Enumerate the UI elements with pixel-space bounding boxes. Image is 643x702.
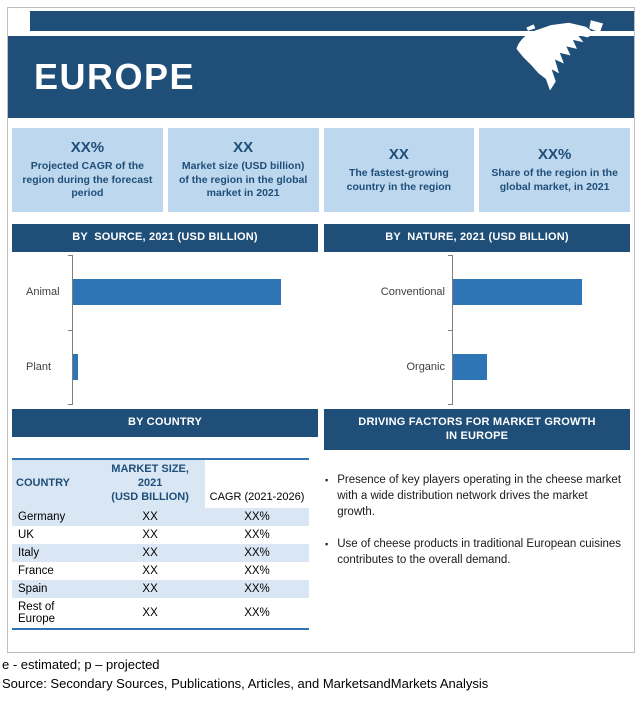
axis-tick: [68, 329, 73, 331]
cell-cagr: XX%: [244, 546, 270, 559]
bar-row: [453, 330, 630, 405]
stat-label: Projected CAGR of the region during the …: [22, 160, 153, 200]
charts-row: Animal Plant Conventional: [8, 254, 634, 405]
category-label-conventional: Conventional: [380, 286, 445, 299]
bottom-row: COUNTRY MARKET SIZE, 2021 (USD BILLION) …: [8, 458, 634, 630]
axis-tick: [68, 403, 73, 405]
footer: e - estimated; p – projected Source: Sec…: [2, 656, 641, 694]
table-row: Rest of Europe XX XX%: [12, 598, 309, 629]
by-nature-title: BY NATURE, 2021 (USD BILLION): [324, 224, 630, 252]
cell-country: Spain: [18, 582, 48, 595]
driving-factor-item: ▪ Presence of key players operating in t…: [325, 472, 622, 520]
organic-bar: [453, 354, 487, 381]
table-row: France XX XX%: [12, 562, 309, 580]
driving-factors-list: ▪ Presence of key players operating in t…: [315, 458, 630, 629]
cell-country: Germany: [18, 510, 66, 523]
bar-row: [73, 330, 318, 405]
footnote-estimated-projected: e - estimated; p – projected: [2, 657, 160, 672]
section-titles-row-2: BY COUNTRY DRIVING FACTORS FOR MARKET GR…: [8, 408, 634, 451]
by-country-title: BY COUNTRY: [12, 408, 318, 437]
bullet-icon: ▪: [325, 538, 329, 549]
cell-cagr: XX%: [244, 510, 270, 523]
column-header-country: COUNTRY: [12, 459, 96, 508]
driving-factor-text: Presence of key players operating in the…: [337, 474, 622, 519]
cell-market-size: XX: [142, 510, 158, 523]
category-label-animal: Animal: [26, 286, 60, 299]
cell-country: UK: [18, 528, 34, 541]
cell-country: Italy: [18, 546, 40, 559]
stat-label: Share of the region in the global market…: [491, 166, 618, 193]
axis-tick: [448, 254, 453, 256]
north-america-map-icon: [510, 12, 608, 102]
stat-box-market-size: XX Market size (USD billion) of the regi…: [167, 128, 319, 212]
cell-cagr: XX%: [244, 606, 270, 619]
conventional-bar: [453, 279, 583, 306]
axis-tick: [68, 254, 73, 256]
page-title: EUROPE: [34, 56, 196, 97]
bar-row: [453, 255, 630, 330]
by-source-plot-area: [68, 254, 318, 405]
stat-label: The fastest-growing country in the regio…: [346, 166, 452, 193]
header: EUROPE: [8, 8, 634, 120]
cell-market-size: XX: [142, 606, 158, 619]
by-source-title: BY SOURCE, 2021 (USD BILLION): [12, 224, 318, 252]
stat-box-share: XX% Share of the region in the global ma…: [479, 128, 630, 212]
stat-value: XX: [233, 139, 254, 157]
stat-boxes: XX% Projected CAGR of the region during …: [12, 128, 630, 212]
category-label-organic: Organic: [406, 361, 445, 374]
axis-tick: [448, 329, 453, 331]
stat-box-cagr: XX% Projected CAGR of the region during …: [12, 128, 163, 212]
bullet-icon: ▪: [325, 475, 329, 486]
plant-bar: [73, 354, 78, 381]
source-note: Source: Secondary Sources, Publications,…: [2, 675, 489, 691]
table-row: UK XX XX%: [12, 526, 309, 544]
slide-panel: EUROPE XX% Projected CAGR of the region …: [7, 7, 635, 653]
stat-box-fastest-country: XX The fastest-growing country in the re…: [323, 128, 475, 212]
cell-cagr: XX%: [244, 528, 270, 541]
cell-country: Rest of Europe: [18, 600, 56, 625]
table-row: Spain XX XX%: [12, 579, 309, 598]
cell-cagr: XX%: [244, 582, 270, 595]
by-source-chart: Animal Plant: [12, 254, 318, 405]
by-nature-plot-area: [448, 254, 630, 405]
driving-factor-item: ▪ Use of cheese products in traditional …: [325, 536, 622, 568]
section-titles-row-1: BY SOURCE, 2021 (USD BILLION) BY NATURE,…: [8, 224, 634, 252]
stat-value: XX: [388, 145, 409, 163]
animal-bar: [73, 279, 282, 306]
cell-market-size: XX: [142, 582, 158, 595]
by-nature-axis-labels: Conventional Organic: [324, 255, 452, 405]
table-row: Italy XX XX%: [12, 543, 309, 562]
cell-market-size: XX: [142, 546, 158, 559]
header-top-strip: [30, 11, 634, 31]
cell-market-size: XX: [142, 528, 158, 541]
country-table: COUNTRY MARKET SIZE, 2021 (USD BILLION) …: [12, 458, 309, 630]
country-table-wrap: COUNTRY MARKET SIZE, 2021 (USD BILLION) …: [12, 458, 309, 630]
cell-market-size: XX: [142, 564, 158, 577]
stat-value: XX%: [537, 145, 572, 163]
column-header-cagr: CAGR (2021-2026): [205, 459, 309, 508]
by-nature-chart: Conventional Organic: [324, 254, 630, 405]
by-source-axis-labels: Animal Plant: [12, 255, 72, 405]
cell-cagr: XX%: [244, 564, 270, 577]
table-header-row: COUNTRY MARKET SIZE, 2021 (USD BILLION) …: [12, 459, 309, 508]
driving-factors-title: DRIVING FACTORS FOR MARKET GROWTH IN EUR…: [324, 408, 630, 451]
stat-label: Market size (USD billion) of the region …: [178, 160, 308, 200]
driving-factor-text: Use of cheese products in traditional Eu…: [337, 537, 622, 566]
bar-row: [73, 255, 318, 330]
column-header-market-size: MARKET SIZE, 2021 (USD BILLION): [95, 459, 206, 508]
table-row: Germany XX XX%: [12, 507, 309, 526]
axis-tick: [448, 403, 453, 405]
category-label-plant: Plant: [26, 361, 52, 374]
cell-country: France: [18, 564, 54, 577]
stat-value: XX%: [70, 139, 105, 157]
